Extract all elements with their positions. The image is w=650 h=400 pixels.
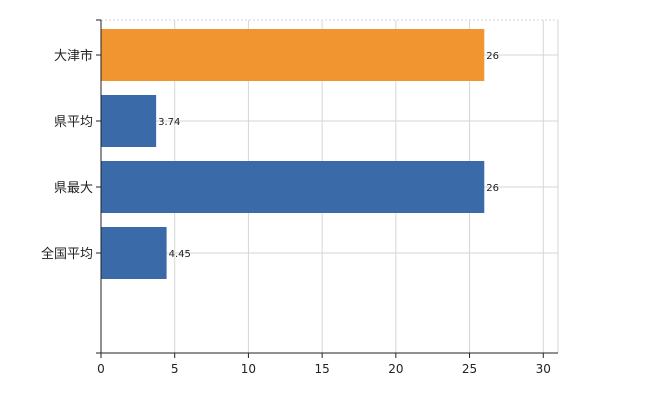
bar [101,95,157,147]
category-label: 大津市 [54,48,93,64]
data-label: 26 [486,51,499,62]
bar [101,29,485,81]
x-tick-label: 15 [314,362,329,376]
x-tick-label: 5 [171,362,179,376]
data-label: 3.74 [158,117,180,128]
bar [101,227,167,279]
x-tick-label: 25 [462,362,477,376]
bar [101,161,485,213]
x-tick-label: 30 [536,362,551,376]
chart-labels: 26 大津市 3.74 県平均 26 県最大 4.45 全国平均 0 5 10 15 20 25 30 [41,19,551,376]
category-label: 全国平均 [41,246,93,262]
data-label: 26 [486,183,499,194]
category-label: 県最大 [54,181,93,196]
x-tick-label: 0 [97,362,105,376]
bar-series [101,29,485,279]
data-label: 4.45 [169,249,191,260]
x-tick-label: 10 [241,362,256,376]
x-tick-label: 20 [388,362,403,376]
category-label: 県平均 [54,115,93,130]
